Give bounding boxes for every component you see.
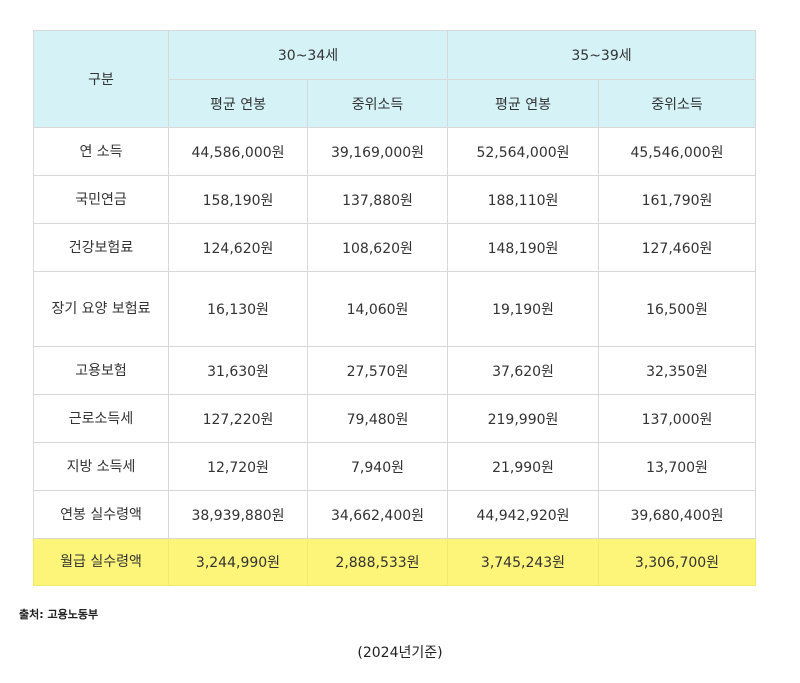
table-cell: 127,460원	[598, 223, 756, 272]
table-row: 근로소득세 127,220원 79,480원 219,990원 137,000원	[33, 394, 756, 443]
table-cell: 39,680,400원	[598, 490, 756, 539]
age-group-header-35-39: 35~39세	[447, 30, 756, 80]
table-cell: 34,662,400원	[307, 490, 448, 539]
salary-table: 구분 30~34세 35~39세 평균 연봉 중위소득 평균 연봉 중위소득 연…	[33, 30, 756, 586]
source-caption: 출처: 고용노동부	[19, 608, 99, 621]
salary-table-container: 구분 30~34세 35~39세 평균 연봉 중위소득 평균 연봉 중위소득 연…	[33, 30, 756, 586]
table-cell: 44,586,000원	[168, 127, 308, 176]
table-cell: 31,630원	[168, 346, 308, 395]
table-row: 국민연금 158,190원 137,880원 188,110원 161,790원	[33, 175, 756, 224]
table-cell: 188,110원	[447, 175, 599, 224]
row-label: 근로소득세	[33, 394, 169, 443]
table-cell: 148,190원	[447, 223, 599, 272]
table-cell: 2,888,533원	[307, 538, 448, 586]
table-cell: 3,244,990원	[168, 538, 308, 586]
table-cell: 137,880원	[307, 175, 448, 224]
table-cell: 3,306,700원	[598, 538, 756, 586]
reference-year-note: (2024년기준)	[357, 645, 443, 661]
table-cell: 124,620원	[168, 223, 308, 272]
table-cell: 127,220원	[168, 394, 308, 443]
table-cell: 16,500원	[598, 271, 756, 347]
table-cell: 219,990원	[447, 394, 599, 443]
table-cell: 108,620원	[307, 223, 448, 272]
table-cell: 16,130원	[168, 271, 308, 347]
row-label: 연 소득	[33, 127, 169, 176]
table-cell: 39,169,000원	[307, 127, 448, 176]
table-cell: 137,000원	[598, 394, 756, 443]
row-label: 장기 요양 보험료	[33, 271, 169, 347]
row-label: 고용보험	[33, 346, 169, 395]
table-cell: 3,745,243원	[447, 538, 599, 586]
table-cell: 32,350원	[598, 346, 756, 395]
table-cell: 13,700원	[598, 442, 756, 491]
subheader-median-income-30-34: 중위소득	[307, 79, 448, 128]
table-cell: 44,942,920원	[447, 490, 599, 539]
table-row: 장기 요양 보험료 16,130원 14,060원 19,190원 16,500…	[33, 271, 756, 347]
row-label: 건강보험료	[33, 223, 169, 272]
subheader-avg-salary-30-34: 평균 연봉	[168, 79, 308, 128]
table-cell: 158,190원	[168, 175, 308, 224]
row-label: 월급 실수령액	[33, 538, 169, 586]
table-cell: 38,939,880원	[168, 490, 308, 539]
table-cell: 37,620원	[447, 346, 599, 395]
row-label: 국민연금	[33, 175, 169, 224]
table-cell: 21,990원	[447, 442, 599, 491]
table-cell: 19,190원	[447, 271, 599, 347]
category-header: 구분	[33, 30, 169, 128]
table-row: 연봉 실수령액 38,939,880원 34,662,400원 44,942,9…	[33, 490, 756, 539]
subheader-avg-salary-35-39: 평균 연봉	[447, 79, 599, 128]
table-cell: 45,546,000원	[598, 127, 756, 176]
table-cell: 161,790원	[598, 175, 756, 224]
table-row: 고용보험 31,630원 27,570원 37,620원 32,350원	[33, 346, 756, 395]
row-label: 지방 소득세	[33, 442, 169, 491]
table-cell: 79,480원	[307, 394, 448, 443]
table-cell: 12,720원	[168, 442, 308, 491]
table-cell: 52,564,000원	[447, 127, 599, 176]
highlighted-table-row: 월급 실수령액 3,244,990원 2,888,533원 3,745,243원…	[33, 538, 756, 586]
table-row: 건강보험료 124,620원 108,620원 148,190원 127,460…	[33, 223, 756, 272]
table-cell: 14,060원	[307, 271, 448, 347]
row-label: 연봉 실수령액	[33, 490, 169, 539]
table-cell: 27,570원	[307, 346, 448, 395]
subheader-median-income-35-39: 중위소득	[598, 79, 756, 128]
table-cell: 7,940원	[307, 442, 448, 491]
table-row: 연 소득 44,586,000원 39,169,000원 52,564,000원…	[33, 127, 756, 176]
table-row: 지방 소득세 12,720원 7,940원 21,990원 13,700원	[33, 442, 756, 491]
age-group-header-30-34: 30~34세	[168, 30, 448, 80]
